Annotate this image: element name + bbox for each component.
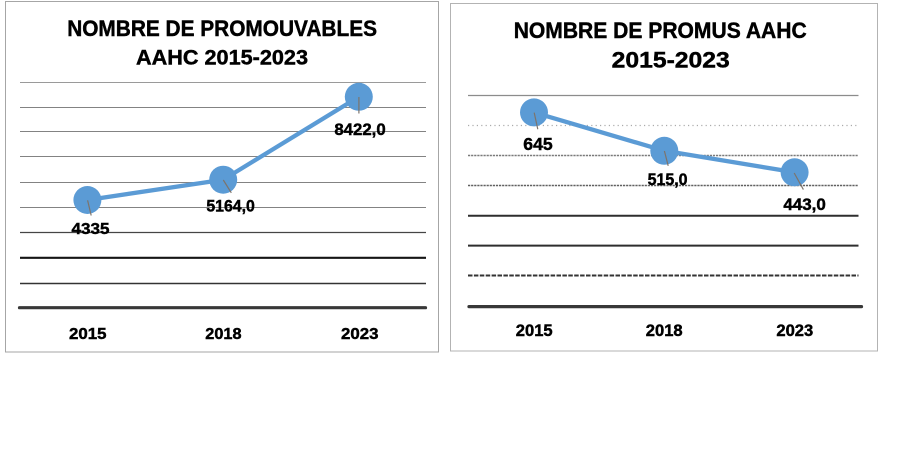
svg-text:2015: 2015	[516, 321, 553, 340]
svg-text:2018: 2018	[646, 321, 683, 340]
svg-text:NOMBRE DE PROMOUVABLES: NOMBRE DE PROMOUVABLES	[67, 16, 377, 41]
svg-text:AAHC 2015-2023: AAHC 2015-2023	[136, 46, 308, 69]
svg-text:515,0: 515,0	[648, 170, 688, 189]
svg-text:4335: 4335	[72, 220, 110, 238]
svg-text:2015: 2015	[69, 326, 107, 343]
svg-text:2015-2023: 2015-2023	[612, 48, 730, 73]
svg-text:2018: 2018	[205, 326, 241, 343]
svg-text:2023: 2023	[776, 321, 813, 340]
svg-text:NOMBRE DE PROMUS AAHC: NOMBRE DE PROMUS AAHC	[514, 18, 807, 43]
svg-text:645: 645	[523, 134, 553, 154]
svg-text:5164,0: 5164,0	[206, 197, 255, 216]
svg-text:2023: 2023	[341, 326, 379, 343]
svg-text:443,0: 443,0	[783, 196, 825, 214]
svg-text:8422,0: 8422,0	[334, 120, 385, 139]
